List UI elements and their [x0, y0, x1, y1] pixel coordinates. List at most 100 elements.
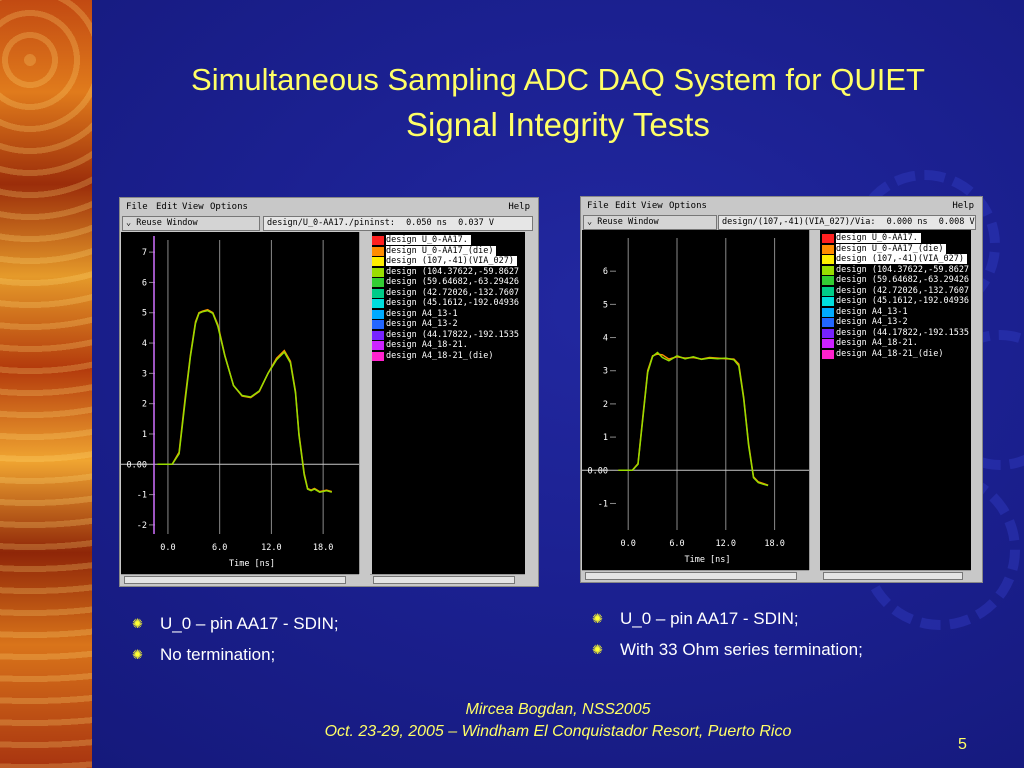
legend-label: design A4_13-1	[386, 308, 458, 319]
legend-swatch	[372, 330, 384, 340]
legend-item[interactable]: design A4_18-21_(die)	[820, 349, 971, 359]
legend-item[interactable]: design (59.64682,-63.29426	[820, 275, 971, 285]
sun-bullet-icon: ✺	[592, 611, 603, 626]
y-tick-label: 0.00	[588, 466, 608, 476]
y-tick-label: 1	[142, 430, 147, 440]
legend-swatch	[822, 328, 834, 338]
bullet-list-left: ✺ U_0 – pin AA17 - SDIN; ✺ No termination;	[122, 613, 339, 675]
legend-item[interactable]: design (107,-41)(VIA_027)	[820, 254, 971, 264]
legend-item[interactable]: design (42.72026,-132.7607	[370, 288, 525, 298]
legend-item[interactable]: design U_0-AA17.	[820, 233, 971, 243]
y-tick-label: 4	[603, 334, 608, 344]
legend-item[interactable]: design (44.17822,-192.1535	[370, 330, 525, 340]
legend-swatch	[372, 278, 384, 287]
legend-item[interactable]: design A4_18-21.	[370, 340, 525, 350]
waveform-plot[interactable]: 0.0 6.0 12.0 18.0 7 6 5 4 3 2 1 0.00 -1 -2 Time [ns]	[121, 232, 359, 574]
legend-swatch	[822, 318, 834, 327]
legend-label: design (107,-41)(VIA_027)	[386, 256, 517, 266]
bullet-item: ✺ U_0 – pin AA17 - SDIN;	[122, 613, 339, 644]
reuse-window-label: Reuse Window	[136, 218, 198, 228]
legend-swatch	[822, 286, 834, 296]
x-tick-label: 0.0	[160, 543, 175, 553]
legend-item[interactable]: design (107,-41)(VIA_027)	[370, 256, 525, 266]
menu-view[interactable]: View	[182, 202, 204, 212]
legend-horizontal-scrollbar[interactable]	[820, 570, 971, 581]
menu-bar: File Edit View Options Help	[581, 197, 982, 214]
legend-swatch	[822, 244, 834, 254]
bullet-item: ✺ No termination;	[122, 644, 339, 675]
legend-label: design (42.72026,-132.7607	[836, 285, 970, 296]
reuse-window-dropdown[interactable]: ⌄ Reuse Window	[122, 216, 260, 231]
legend-swatch	[372, 246, 384, 256]
scrollbar-thumb[interactable]	[823, 572, 963, 580]
y-tick-label: 5	[142, 309, 147, 319]
legend-swatch	[822, 255, 834, 264]
x-tick-label: 6.0	[669, 539, 684, 549]
legend-item[interactable]: design U_0-AA17.	[370, 235, 525, 245]
legend-label: design U_0-AA17.	[386, 235, 471, 245]
y-tick-label: 0.00	[127, 460, 147, 470]
legend-item[interactable]: design A4_13-2	[370, 319, 525, 329]
legend-item[interactable]: design U_0-AA17_(die)	[370, 245, 525, 256]
legend-swatch	[372, 341, 384, 350]
page-number: 5	[958, 736, 967, 753]
toolbar: ⌄ Reuse Window design/U_0-AA17./pininst:…	[120, 215, 538, 231]
signal-legend: design U_0-AA17. design U_0-AA17_(die) des…	[820, 230, 971, 570]
legend-item[interactable]: design U_0-AA17_(die)	[820, 243, 971, 254]
menu-options[interactable]: Options	[669, 201, 707, 211]
y-tick-label: -1	[598, 499, 608, 509]
legend-label: design A4_18-21_(die)	[836, 348, 944, 359]
legend-item[interactable]: design (104.37622,-59.8627	[370, 267, 525, 277]
menu-options[interactable]: Options	[210, 202, 248, 212]
y-tick-label: 6	[142, 278, 147, 288]
signal-legend: design U_0-AA17. design U_0-AA17_(die) des…	[370, 232, 525, 574]
horizontal-scrollbar[interactable]	[582, 570, 809, 581]
legend-item[interactable]: design A4_18-21_(die)	[370, 351, 525, 361]
sun-bullet-icon: ✺	[132, 647, 143, 662]
horizontal-scrollbar[interactable]	[121, 574, 359, 585]
menu-file[interactable]: File	[126, 202, 148, 212]
menu-help[interactable]: Help	[952, 201, 974, 211]
toolbar: ⌄ Reuse Window design/(107,-41)(VIA_027)…	[581, 214, 982, 230]
legend-swatch	[372, 267, 384, 277]
scrollbar-thumb[interactable]	[585, 572, 797, 580]
legend-item[interactable]: design A4_18-21.	[820, 338, 971, 348]
legend-item[interactable]: design A4_13-2	[820, 317, 971, 327]
legend-divider-scrollbar[interactable]	[809, 230, 822, 570]
scrollbar-thumb[interactable]	[373, 576, 515, 584]
legend-item[interactable]: design (104.37622,-59.8627	[820, 265, 971, 275]
legend-item[interactable]: design A4_13-1	[370, 309, 525, 319]
legend-label: design (44.17822,-192.1535	[386, 329, 520, 340]
menu-file[interactable]: File	[587, 201, 609, 211]
reuse-window-dropdown[interactable]: ⌄ Reuse Window	[583, 215, 717, 230]
waveform-svg: 0.0 6.0 12.0 18.0 7 6 5 4 3 2 1 0.00 -1 -2 Time [ns]	[121, 236, 359, 569]
legend-swatch	[822, 234, 834, 243]
legend-label: design A4_18-21_(die)	[386, 350, 494, 361]
time-readout: 0.000 ns	[886, 217, 928, 227]
legend-item[interactable]: design (44.17822,-192.1535	[820, 328, 971, 338]
scrollbar-thumb[interactable]	[124, 576, 346, 584]
legend-swatch	[822, 297, 834, 306]
time-readout: 0.050 ns	[406, 218, 448, 228]
y-tick-label: -2	[137, 521, 147, 531]
legend-item[interactable]: design (42.72026,-132.7607	[820, 286, 971, 296]
legend-divider-scrollbar[interactable]	[359, 232, 372, 574]
menu-edit[interactable]: Edit	[156, 202, 178, 212]
legend-item[interactable]: design (45.1612,-192.04936	[820, 296, 971, 306]
legend-swatch	[822, 265, 834, 275]
bullet-list-right: ✺ U_0 – pin AA17 - SDIN; ✺ With 33 Ohm ser…	[582, 608, 863, 670]
value-readout: 0.008 V	[938, 217, 975, 227]
menu-edit[interactable]: Edit	[615, 201, 637, 211]
net-path: design/U_0-AA17./pininst:	[267, 218, 395, 228]
waveform-plot[interactable]: 0.0 6.0 12.0 18.0 6 5 4 3 2 1 0.00 -1 Time [ns]	[582, 230, 809, 570]
legend-item[interactable]: design (45.1612,-192.04936	[370, 298, 525, 308]
menu-view[interactable]: View	[641, 201, 663, 211]
y-tick-label: -1	[137, 491, 147, 501]
legend-horizontal-scrollbar[interactable]	[370, 574, 525, 585]
slide-title: Simultaneous Sampling ADC DAQ System for…	[191, 62, 925, 97]
legend-item[interactable]: design (59.64682,-63.29426	[370, 277, 525, 287]
legend-item[interactable]: design A4_13-1	[820, 307, 971, 317]
y-tick-label: 1	[603, 433, 608, 443]
footer-author: Mircea Bogdan, NSS2005	[465, 701, 651, 718]
menu-help[interactable]: Help	[508, 202, 530, 212]
